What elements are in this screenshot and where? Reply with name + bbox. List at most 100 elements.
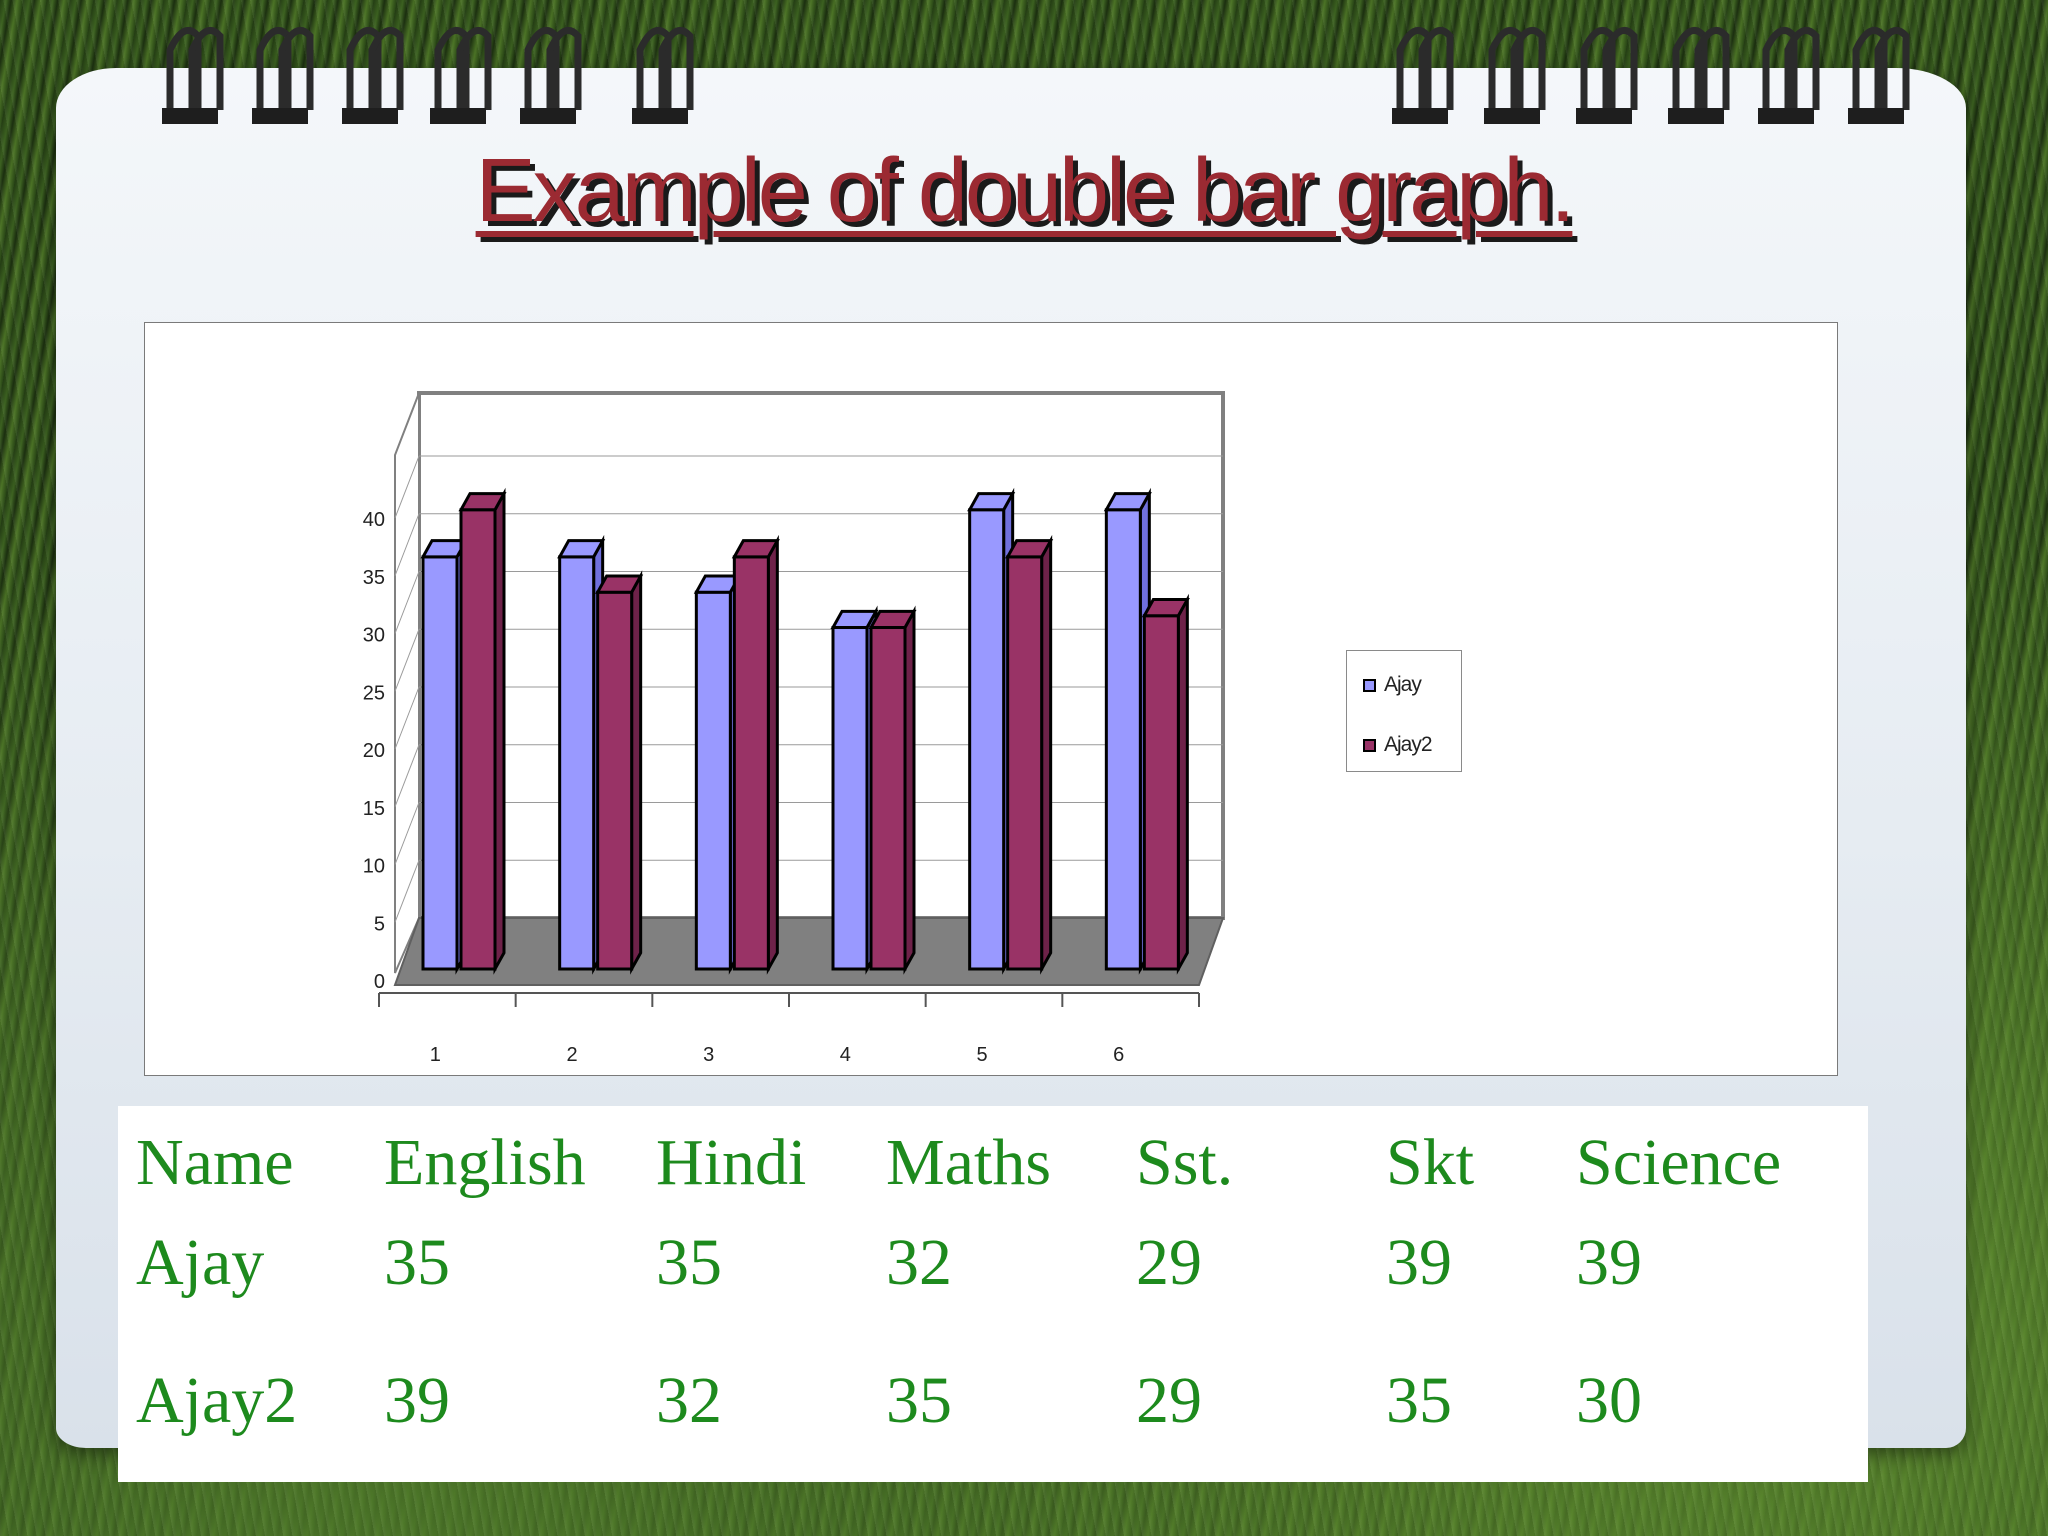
- x-tick-label: 4: [840, 1044, 851, 1066]
- bar-ajay-3: [694, 590, 732, 971]
- bar-ajay2-5: [1006, 555, 1044, 971]
- x-tick-label: 3: [703, 1044, 714, 1066]
- gridline-side: [394, 686, 420, 750]
- chart-floor: [393, 917, 1225, 986]
- spiral-hole: [1668, 108, 1724, 124]
- bar-top: [731, 539, 780, 559]
- x-tick-label: 1: [430, 1044, 441, 1066]
- bar-ajay2-4: [869, 626, 907, 971]
- table-header-cell: Name: [136, 1126, 294, 1199]
- bar-ajay2-3: [732, 555, 770, 971]
- gridline-side: [394, 629, 420, 692]
- chart-back-wall: [417, 391, 1225, 920]
- table-row-cell: 35: [656, 1226, 722, 1299]
- spiral-hole: [1848, 108, 1904, 124]
- table-row-cell: 32: [656, 1364, 722, 1437]
- gridline-side: [394, 513, 420, 576]
- y-tick-label: 10: [363, 856, 385, 878]
- gridline-side: [394, 802, 420, 865]
- gridline-side: [394, 860, 420, 923]
- legend-swatch-ajay: [1363, 678, 1376, 692]
- spiral-hole: [1576, 108, 1632, 124]
- y-tick-label: 25: [363, 682, 385, 704]
- table-row-cell: 29: [1136, 1364, 1202, 1437]
- bar-top: [1103, 492, 1152, 512]
- y-tick-label: 30: [363, 625, 385, 647]
- bar-ajay2-1: [459, 508, 497, 971]
- spiral-ring: [1510, 26, 1546, 120]
- bar-top: [1005, 539, 1054, 559]
- spiral-hole: [520, 108, 576, 124]
- x-tick-label: 5: [976, 1044, 987, 1066]
- spiral-hole: [342, 108, 398, 124]
- gridline-side: [394, 455, 420, 519]
- slide-title: Example of double bar graph.: [475, 141, 1576, 241]
- marks-table: Name English Hindi Maths Sst. Skt Scienc…: [118, 1106, 1868, 1482]
- legend-item-ajay: Ajay: [1363, 673, 1422, 697]
- gridline-side: [394, 571, 420, 634]
- spiral-hole: [632, 108, 688, 124]
- y-tick-label: 35: [363, 567, 385, 589]
- bar-chart: 0 5 10 15 20 25 30 35 40 1 2 3 4 5 6: [363, 391, 1225, 1066]
- legend-item-ajay2: Ajay2: [1363, 733, 1433, 757]
- table-header-cell: Hindi: [656, 1126, 807, 1199]
- table-row-cell: Ajay: [136, 1226, 265, 1299]
- spiral-ring: [658, 26, 694, 120]
- spiral-hole: [252, 108, 308, 124]
- bar-top: [557, 539, 606, 559]
- legend-label: Ajay2: [1384, 733, 1433, 756]
- spiral-ring: [188, 26, 224, 120]
- spiral-ring: [278, 26, 314, 120]
- table-header-cell: Skt: [1386, 1126, 1475, 1199]
- table-row-cell: 35: [384, 1226, 450, 1299]
- table-row-cell: 30: [1576, 1364, 1642, 1437]
- spiral-hole: [1484, 108, 1540, 124]
- spiral-ring: [1694, 26, 1730, 120]
- bar-top: [967, 492, 1016, 512]
- bar-ajay-6: [1104, 508, 1142, 971]
- bar-top: [458, 492, 507, 512]
- legend-swatch-ajay2: [1363, 738, 1376, 752]
- table-row-cell: 39: [1386, 1226, 1452, 1299]
- spiral-ring: [456, 26, 492, 120]
- spiral-ring: [1418, 26, 1454, 120]
- bar-ajay2-6: [1142, 614, 1180, 971]
- bar-ajay-4: [831, 626, 869, 971]
- spiral-ring: [368, 26, 404, 120]
- spiral-hole: [162, 108, 218, 124]
- table-row-cell: 29: [1136, 1226, 1202, 1299]
- table-header-cell: Maths: [886, 1126, 1051, 1199]
- bar-ajay-2: [558, 555, 596, 971]
- legend-label: Ajay: [1384, 673, 1422, 696]
- spiral-hole: [1758, 108, 1814, 124]
- table-row-cell: 39: [1576, 1226, 1642, 1299]
- bar-ajay-1: [421, 555, 459, 971]
- x-tick-label: 2: [566, 1044, 577, 1066]
- bar-ajay2-2: [596, 590, 634, 971]
- y-tick-label: 0: [374, 971, 385, 993]
- spiral-ring: [1784, 26, 1820, 120]
- table-row-cell: 32: [886, 1226, 952, 1299]
- y-tick-label: 5: [374, 913, 385, 935]
- table-header-cell: Science: [1576, 1126, 1782, 1199]
- spiral-hole: [430, 108, 486, 124]
- table-row-cell: 35: [1386, 1364, 1452, 1437]
- spiral-ring: [546, 26, 582, 120]
- chart-side-wall: [394, 392, 420, 974]
- y-tick-label: 15: [363, 798, 385, 820]
- spiral-hole: [1392, 108, 1448, 124]
- spiral-ring: [1602, 26, 1638, 120]
- chart-frame: 0 5 10 15 20 25 30 35 40 1 2 3 4 5 6: [144, 322, 1838, 1076]
- spiral-binding: [162, 26, 1910, 124]
- bar-top: [868, 609, 917, 630]
- table-row-cell: 35: [886, 1364, 952, 1437]
- bar-top: [1141, 598, 1190, 618]
- bar-top: [595, 574, 644, 594]
- gridline-side: [394, 744, 420, 807]
- y-tick-label: 40: [363, 509, 385, 531]
- x-tick-label: 6: [1113, 1044, 1124, 1066]
- bar-ajay-5: [968, 508, 1006, 971]
- bar-top: [830, 609, 879, 630]
- table-header-cell: Sst.: [1136, 1126, 1234, 1199]
- table-header-cell: English: [384, 1126, 586, 1199]
